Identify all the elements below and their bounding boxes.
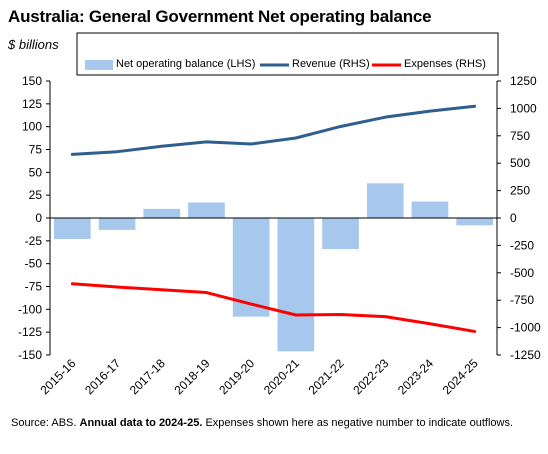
right-tick-label: 1000 — [510, 101, 537, 115]
right-tick-label: 250 — [510, 184, 530, 198]
legend-label-expenses: Expenses (RHS) — [404, 58, 486, 70]
bar-2016-17 — [98, 218, 136, 230]
x-tick-label: 2018-19 — [172, 356, 213, 397]
left-tick-label: 125 — [22, 97, 42, 111]
left-tick-label: 0 — [35, 211, 42, 225]
left-tick-label: 50 — [29, 165, 43, 179]
left-tick-label: -150 — [18, 348, 42, 362]
right-tick-label: -1000 — [510, 321, 541, 335]
chart: 1501251007550250-25-50-75-100-125-150125… — [18, 32, 541, 397]
left-tick-label: -75 — [25, 280, 43, 294]
left-tick-label: 150 — [22, 74, 42, 88]
x-tick-label: 2015-16 — [37, 356, 78, 397]
right-tick-label: 750 — [510, 129, 530, 143]
x-tick-label: 2016-17 — [82, 356, 123, 397]
x-tick-label: 2021-22 — [306, 356, 347, 397]
source-suffix: Expenses shown here as negative number t… — [205, 417, 514, 429]
bar-2021-22 — [322, 218, 359, 250]
bar-2017-18 — [143, 208, 181, 218]
chart-title: Australia: General Government Net operat… — [8, 7, 432, 26]
bar-2023-24 — [411, 201, 449, 218]
right-tick-label: 500 — [510, 156, 530, 170]
unit-label: $ billions — [8, 37, 59, 52]
right-tick-label: -750 — [510, 293, 534, 307]
legend-swatch-bar — [85, 60, 113, 70]
left-tick-label: -25 — [25, 234, 43, 248]
expenses-line — [70, 282, 477, 333]
left-tick-label: 25 — [29, 188, 43, 202]
bar-2020-21 — [277, 218, 315, 352]
right-tick-label: -1250 — [510, 348, 541, 362]
right-tick-label: 1250 — [510, 74, 537, 88]
x-tick-label: 2022-23 — [350, 356, 391, 397]
left-tick-label: -125 — [18, 325, 42, 339]
revenue-line — [70, 104, 477, 156]
right-tick-label: -250 — [510, 238, 534, 252]
bar-2015-16 — [54, 218, 91, 240]
x-tick-label: 2023-24 — [395, 356, 436, 397]
legend-label-net-operating-balance: Net operating balance (LHS) — [116, 58, 255, 70]
bar-2024-25 — [456, 218, 493, 226]
bar-2022-23 — [366, 183, 404, 218]
legend-box — [76, 32, 499, 76]
x-tick-label: 2020-21 — [261, 356, 302, 397]
x-tick-label: 2017-18 — [127, 356, 168, 397]
source-note: Source: ABS. Annual data to 2024-25. Exp… — [11, 417, 513, 429]
x-tick-label: 2024-25 — [440, 356, 481, 397]
source-prefix: Source: ABS. — [11, 417, 77, 429]
left-tick-label: 100 — [22, 120, 42, 134]
right-tick-label: 0 — [510, 211, 517, 225]
legend-label-revenue: Revenue (RHS) — [292, 58, 370, 70]
right-tick-label: -500 — [510, 266, 534, 280]
bar-2018-19 — [188, 202, 225, 218]
source-bold: Annual data to 2024-25. — [79, 417, 203, 429]
left-tick-label: 75 — [29, 143, 43, 157]
left-tick-label: -50 — [25, 257, 43, 271]
left-tick-label: -100 — [18, 302, 42, 316]
x-tick-label: 2019-20 — [216, 356, 257, 397]
